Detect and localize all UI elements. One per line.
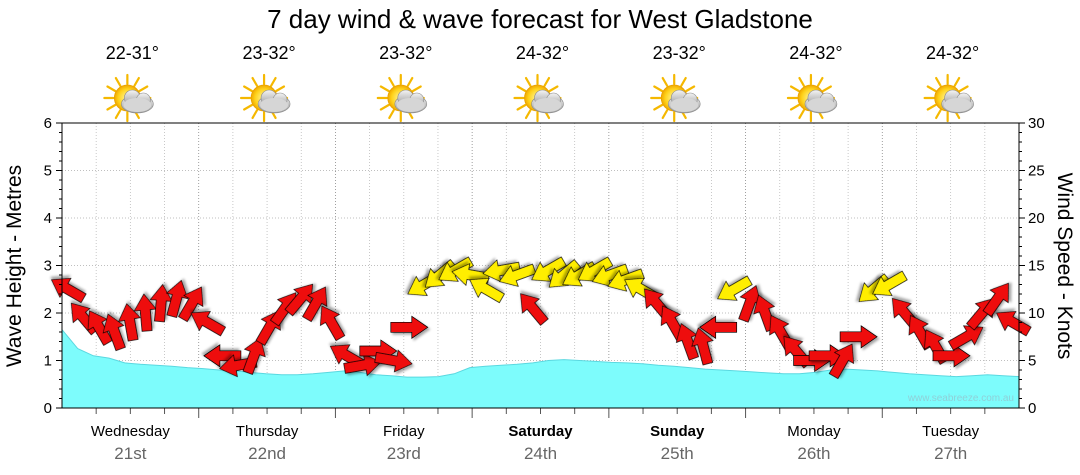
day-date-label: 23rd: [387, 444, 421, 463]
right-tick-label: 10: [1028, 305, 1045, 322]
left-axis: 0 1 2 3 4 5 6: [44, 115, 62, 417]
wind-arrow: [319, 305, 346, 342]
day-date-label: 21st: [114, 444, 146, 463]
day-name-label: Monday: [787, 423, 841, 440]
left-tick-label: 1: [44, 353, 52, 370]
day-temp-label: 24-32°: [789, 43, 842, 63]
right-tick-label: 25: [1028, 163, 1045, 180]
wind-arrow: [469, 277, 505, 304]
right-axis-label: Wind Speed - Knots: [1053, 173, 1076, 360]
wind-arrow: [438, 256, 474, 282]
day-date-label: 22nd: [248, 444, 286, 463]
left-axis-label: Wave Height - Metres: [3, 165, 26, 367]
partly-cloudy-sun-icon: [239, 73, 291, 123]
right-tick-label: 20: [1028, 210, 1045, 227]
wind-arrow: [828, 343, 855, 380]
wind-arrows: [51, 256, 1032, 380]
wind-arrow: [699, 315, 738, 339]
wind-arrow: [242, 337, 266, 375]
partly-cloudy-sun-icon: [786, 73, 838, 123]
wind-arrow: [203, 344, 242, 368]
day-temp-label: 23-32°: [379, 43, 432, 63]
wind-arrow: [947, 325, 984, 351]
wind-arrow: [118, 303, 142, 342]
partly-cloudy-sun-icon: [376, 73, 428, 123]
wind-arrow: [390, 315, 429, 339]
day-temp-label: 24-32°: [516, 43, 569, 63]
day-temperatures: 22-31° 23-32° 23-32° 24-32° 23-32° 24-32° 24-3…: [106, 43, 980, 63]
wind-arrow: [691, 327, 714, 366]
chart-title: 7 day wind & wave forecast for West Glad…: [267, 4, 813, 34]
wind-arrow: [717, 275, 753, 301]
wind-arrow: [872, 270, 908, 296]
wind-arrow: [178, 286, 204, 323]
wind-arrow: [190, 311, 226, 337]
day-temp-label: 22-31°: [106, 43, 159, 63]
day-temp-label: 23-32°: [242, 43, 295, 63]
partly-cloudy-sun-icon: [650, 73, 701, 123]
left-tick-label: 2: [44, 305, 52, 322]
wind-arrow: [839, 325, 878, 349]
partly-cloudy-sun-icon: [103, 73, 154, 123]
wind-arrow: [498, 263, 537, 287]
wind-arrow: [302, 286, 328, 323]
day-labels: Wednesday 21st Thursday 22nd Friday 23rd Satur…: [91, 423, 980, 463]
plot-area: www.seabreeze.com.au: [51, 122, 1032, 418]
right-tick-label: 30: [1028, 115, 1045, 132]
right-tick-label: 5: [1028, 353, 1036, 370]
right-tick-label: 15: [1028, 258, 1045, 275]
day-name-label: Friday: [383, 423, 425, 440]
day-date-label: 24th: [524, 444, 557, 463]
left-tick-label: 6: [44, 115, 52, 132]
day-name-label: Sunday: [650, 423, 705, 440]
day-temp-label: 24-32°: [926, 43, 979, 63]
day-date-label: 27th: [934, 444, 967, 463]
right-axis: 0 5 10 15 20 25 30: [1019, 115, 1045, 417]
wind-arrow: [87, 310, 113, 346]
weather-icons: [103, 73, 974, 123]
wind-arrow: [165, 279, 189, 318]
wind-arrow: [102, 313, 126, 352]
wind-arrow: [374, 349, 413, 373]
day-name-label: Wednesday: [91, 423, 170, 440]
left-tick-label: 0: [44, 400, 52, 417]
left-tick-label: 5: [44, 163, 52, 180]
wind-arrow: [284, 283, 314, 317]
left-tick-label: 3: [44, 258, 52, 275]
day-name-label: Tuesday: [922, 423, 979, 440]
partly-cloudy-sun-icon: [923, 73, 974, 123]
left-tick-label: 4: [44, 210, 52, 227]
wind-arrow: [996, 311, 1032, 337]
wave-height-area: [61, 328, 1020, 409]
day-temp-label: 23-32°: [653, 43, 706, 63]
right-tick-label: 0: [1028, 400, 1036, 417]
day-date-label: 26th: [797, 444, 830, 463]
day-name-label: Saturday: [508, 423, 573, 440]
wind-arrow: [520, 293, 549, 326]
day-name-label: Thursday: [236, 423, 299, 440]
credit-text: www.seabreeze.com.au: [907, 393, 1014, 404]
wind-arrow: [982, 282, 1009, 317]
wind-arrow: [531, 256, 567, 282]
partly-cloudy-sun-icon: [513, 73, 564, 123]
day-date-label: 25th: [661, 444, 694, 463]
